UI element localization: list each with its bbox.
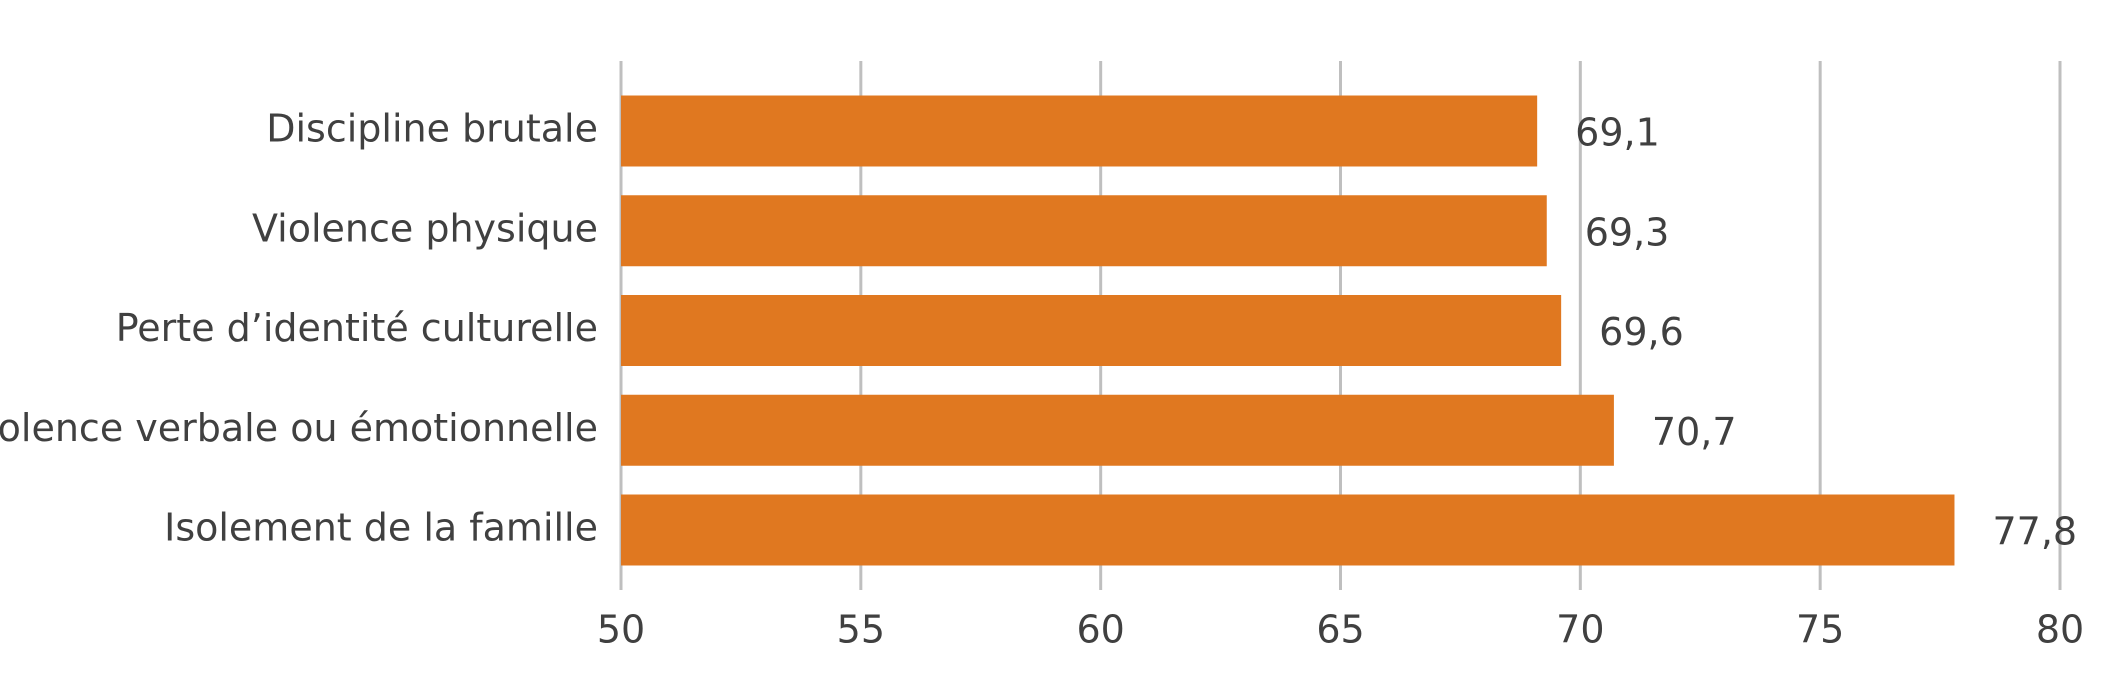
value-label: 69,3 bbox=[1585, 210, 1670, 254]
category-label: Isolement de la famille bbox=[164, 506, 598, 550]
category-label: Discipline brutale bbox=[266, 107, 598, 151]
bar bbox=[621, 394, 1614, 466]
bar bbox=[621, 95, 1538, 167]
category-label: Violence physique bbox=[252, 206, 598, 250]
bar bbox=[621, 195, 1547, 267]
value-label: 70,7 bbox=[1652, 410, 1737, 454]
x-tick-label: 80 bbox=[2036, 608, 2084, 652]
category-label: Perte d’identité culturelle bbox=[116, 306, 598, 350]
value-label: 69,1 bbox=[1575, 111, 1660, 155]
value-label: 77,8 bbox=[1992, 510, 2077, 554]
bar bbox=[621, 295, 1562, 366]
x-tick-label: 60 bbox=[1076, 608, 1124, 652]
category-label: Violence verbale ou émotionnelle bbox=[0, 406, 598, 450]
x-tick-label: 70 bbox=[1556, 608, 1604, 652]
x-tick-label: 55 bbox=[837, 608, 885, 652]
bar bbox=[621, 494, 1955, 566]
x-tick-label: 65 bbox=[1316, 608, 1364, 652]
x-tick-label: 75 bbox=[1796, 608, 1844, 652]
x-tick-label: 50 bbox=[597, 608, 645, 652]
value-label: 69,6 bbox=[1599, 310, 1684, 354]
